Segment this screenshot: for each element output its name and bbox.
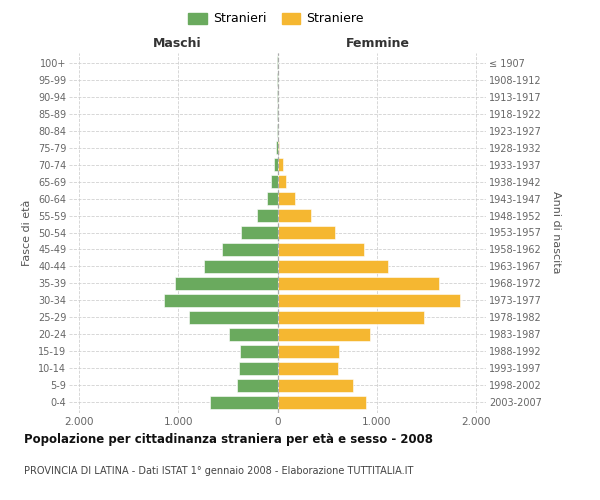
Bar (189, 311, 277, 324)
Bar (274, 158, 277, 171)
Bar (277, 294, 460, 307)
Bar (239, 362, 277, 375)
Y-axis label: Anni di nascita: Anni di nascita (551, 191, 561, 274)
Legend: Stranieri, Straniere: Stranieri, Straniere (184, 8, 368, 29)
Bar (277, 243, 364, 256)
Bar (164, 294, 277, 307)
Bar (271, 175, 277, 188)
Bar (277, 124, 278, 137)
Bar (277, 362, 338, 375)
Bar (277, 277, 439, 290)
Bar (277, 226, 335, 239)
Bar (277, 209, 311, 222)
Bar (277, 328, 370, 341)
Bar (277, 378, 353, 392)
Text: PROVINCIA DI LATINA - Dati ISTAT 1° gennaio 2008 - Elaborazione TUTTITALIA.IT: PROVINCIA DI LATINA - Dati ISTAT 1° genn… (24, 466, 413, 476)
Text: Popolazione per cittadinanza straniera per età e sesso - 2008: Popolazione per cittadinanza straniera p… (24, 432, 433, 446)
Bar (277, 175, 286, 188)
Bar (277, 311, 424, 324)
Bar (277, 192, 295, 205)
Y-axis label: Fasce di età: Fasce di età (22, 200, 32, 266)
Bar (277, 344, 339, 358)
Bar (277, 158, 283, 171)
Bar (210, 396, 277, 409)
Bar (175, 277, 277, 290)
Bar (241, 226, 277, 239)
Bar (240, 344, 277, 358)
Bar (277, 396, 366, 409)
Text: Femmine: Femmine (346, 37, 410, 50)
Bar (237, 378, 277, 392)
Bar (266, 192, 277, 205)
Bar (277, 141, 280, 154)
Bar (204, 260, 277, 273)
Text: Maschi: Maschi (153, 37, 202, 50)
Bar (276, 141, 277, 154)
Bar (257, 209, 277, 222)
Bar (222, 243, 277, 256)
Bar (277, 260, 388, 273)
Bar (229, 328, 277, 341)
